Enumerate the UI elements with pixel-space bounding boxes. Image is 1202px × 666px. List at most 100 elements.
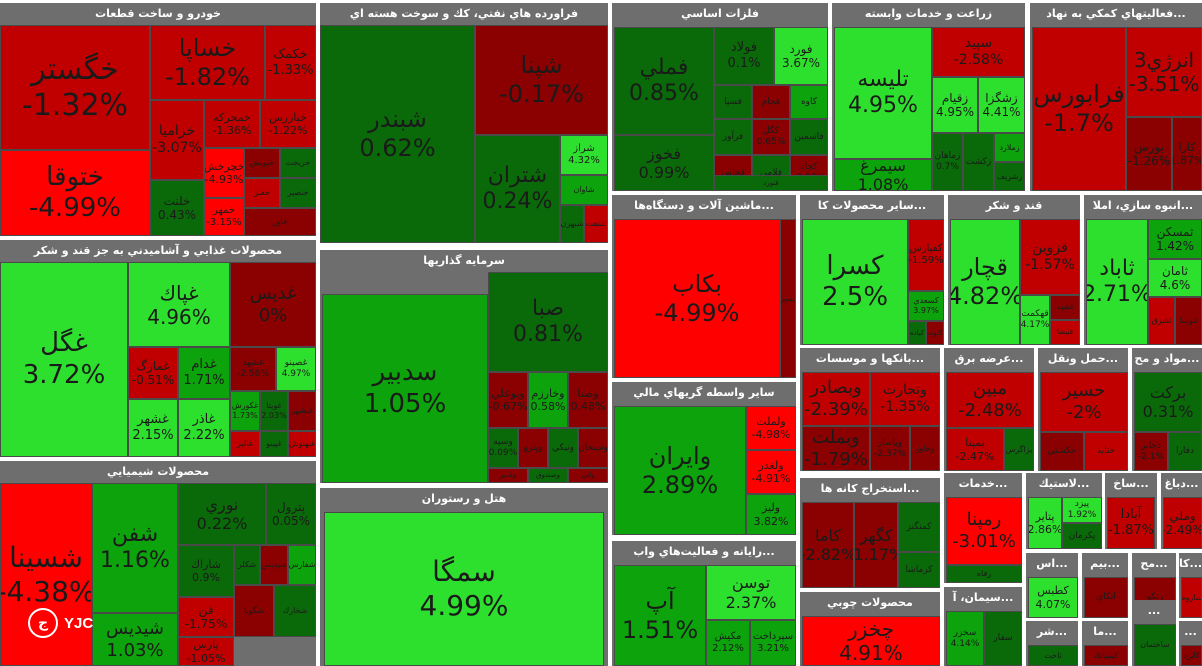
stock-tile-خلنت[interactable]: خلنت 0.43% xyxy=(150,180,204,236)
stock-tile-غاذر[interactable]: غاذر 2.22% xyxy=(178,399,230,457)
sector-block[interactable]: هتل و رستوران سمگا 4.99% xyxy=(320,488,608,666)
stock-tile-قهكمت[interactable]: قهكمت 4.17% xyxy=(1020,295,1050,345)
stock-tile-وسبحان[interactable]: وسبحان xyxy=(578,428,608,468)
stock-tile-فرآور[interactable]: فرآور xyxy=(714,119,752,155)
stock-tile-فخوز[interactable]: فخوز 0.99% xyxy=(614,135,714,191)
stock-tile-قشهد[interactable]: قشهد xyxy=(1050,295,1080,320)
stock-tile-خريخت[interactable]: خريخت xyxy=(280,148,316,178)
sector-block[interactable]: دباغ... وملي -2.49% xyxy=(1161,473,1202,549)
stock-tile-كطبس[interactable]: كطبس 4.07% xyxy=(1028,577,1078,618)
stock-tile-خچرخش[interactable]: خچرخش -4.93% xyxy=(204,148,244,198)
stock-tile-وبصادر[interactable]: وبصادر -2.39% xyxy=(802,372,870,426)
stock-tile-كمنگنز[interactable]: كمنگنز xyxy=(898,502,940,552)
sector-block[interactable]: محصولات شيميايي شسينا -4.38% شفن 1.16% نوري 0.… xyxy=(0,461,316,666)
stock-tile-ثاخت[interactable]: ثاخت xyxy=(1028,645,1078,666)
stock-tile-سپرداخت[interactable]: سپرداخت 3.21% xyxy=(750,620,796,666)
sector-block[interactable]: محصولات غذايي و آشاميدني به جز قند و شكر… xyxy=(0,240,316,457)
stock-tile-فاسمين[interactable]: فاسمين xyxy=(790,119,828,155)
stock-tile-شفن[interactable]: شفن 1.16% xyxy=(92,483,178,613)
stock-tile-ثمسكن[interactable]: ثمسكن 1.42% xyxy=(1148,219,1202,259)
stock-tile-شپنا[interactable]: شپنا -0.17% xyxy=(475,25,608,135)
stock-tile-دفارا[interactable]: دفارا xyxy=(1168,432,1202,471)
stock-tile-سيمرغ[interactable]: سيمرغ 1.08% xyxy=(834,159,932,191)
stock-tile-شگويا[interactable]: شگويا xyxy=(234,585,274,637)
sector-block[interactable]: فلزات اساسي فملي 0.85% فولاد 0.1% فورد 3.67% فخ… xyxy=(612,3,828,191)
stock-tile-غپاك[interactable]: غپاك 4.96% xyxy=(128,262,230,347)
stock-tile-غدام[interactable]: غدام 1.71% xyxy=(178,347,230,399)
stock-tile-ثامان[interactable]: ثامان 4.6% xyxy=(1148,259,1202,297)
stock-tile-ولملت[interactable]: ولملت -4.98% xyxy=(746,406,796,450)
stock-tile-حكشتي[interactable]: حكشتي xyxy=(1040,432,1084,471)
stock-tile-شنفت[interactable]: شنفت xyxy=(584,205,608,243)
stock-tile-غديس[interactable]: غديس 0% xyxy=(230,262,316,347)
sector-block[interactable]: ... ساختمان xyxy=(1132,600,1176,666)
stock-tile-خساپا[interactable]: خساپا -1.82% xyxy=(150,25,265,100)
stock-tile-ختوقا[interactable]: ختوقا -4.99% xyxy=(0,150,150,236)
stock-tile-بركت[interactable]: بركت 0.31% xyxy=(1134,372,1202,432)
stock-tile-غالبر[interactable]: غالبر xyxy=(230,431,260,457)
stock-tile-ثنوسا[interactable]: ثنوسا xyxy=(1175,297,1202,345)
stock-tile-وصندوق[interactable]: وصندوق xyxy=(528,468,568,483)
stock-tile-كاما[interactable]: كاما -2.82% xyxy=(802,502,854,588)
stock-tile-انرژي3[interactable]: انرژي3 -3.51% xyxy=(1126,27,1202,117)
sector-block[interactable]: محصولات چوبي چخزر 4.91% xyxy=(800,592,940,666)
stock-tile-زقيام[interactable]: زقيام 4.95% xyxy=(932,77,978,133)
stock-tile-سخزر[interactable]: سخزر 4.14% xyxy=(946,611,984,666)
stock-tile-فجام[interactable]: فجام xyxy=(752,85,790,119)
stock-tile-كسرا[interactable]: كسرا 2.5% xyxy=(802,219,908,345)
stock-tile-وپاسار[interactable]: وپاسار -2.37% xyxy=(870,426,910,471)
stock-tile-نوري[interactable]: نوري 0.22% xyxy=(178,483,266,545)
stock-tile-غگل[interactable]: غگل 3.72% xyxy=(0,262,128,457)
sector-block[interactable]: سيمان، آ... سخزر 4.14% سفار xyxy=(944,587,1022,666)
stock-tile-فورد[interactable]: فورد 3.67% xyxy=(774,27,828,85)
stock-tile-شسينا[interactable]: شسينا -4.38% xyxy=(0,483,92,666)
stock-tile-پتاير[interactable]: پتاير 2.86% xyxy=(1028,497,1062,549)
stock-tile-ساروم[interactable]: ساروم xyxy=(1181,577,1202,618)
stock-tile-غمارگ[interactable]: غمارگ -0.51% xyxy=(128,347,178,399)
stock-tile-ثشرق[interactable]: ثشرق xyxy=(1148,297,1175,345)
stock-tile-شبهرن[interactable]: شبهرن xyxy=(560,205,584,243)
sector-block[interactable]: ساخ... آبادا -1.87% xyxy=(1105,473,1157,549)
sector-block[interactable]: ... كايزد xyxy=(1179,621,1202,666)
stock-tile-كرماشا[interactable]: كرماشا xyxy=(898,552,940,588)
stock-tile-خاور[interactable]: خاور xyxy=(244,208,316,236)
stock-tile-بورس[interactable]: بورس -1.26% xyxy=(1126,117,1172,191)
stock-tile-وصنا[interactable]: وصنا 0.48% xyxy=(568,372,608,428)
stock-tile-كگهر[interactable]: كگهر-1.17% xyxy=(854,502,898,588)
stock-tile-پيزد[interactable]: پيزد 1.92% xyxy=(1062,497,1102,523)
stock-tile-خگستر[interactable]: خگستر -1.32% xyxy=(0,25,150,150)
stock-tile-ولغدر[interactable]: ولغدر -4.91% xyxy=(746,450,796,494)
stock-tile-وبملت[interactable]: وبملت -1.79% xyxy=(802,426,870,471)
stock-tile-وملي[interactable]: وملي -2.49% xyxy=(1163,497,1202,549)
sector-block[interactable]: ساير واسطه گريهاي مالي وايران 2.89% ولملت -4… xyxy=(612,382,796,535)
stock-tile-سدبير[interactable]: سدبير 1.05% xyxy=(322,294,488,483)
stock-tile-شخارك[interactable]: شخارك xyxy=(274,585,316,637)
stock-tile-فسپا[interactable]: فسپا xyxy=(714,85,752,119)
sector-block[interactable]: زراعت و خدمات وابسته تليسه 4.95% سپيد -2.58%… xyxy=(832,3,1025,191)
stock-tile-بزاگرس[interactable]: بزاگرس xyxy=(1004,428,1034,471)
stock-tile-صبا[interactable]: صبا 0.81% xyxy=(488,272,608,372)
stock-tile-وبوعلي[interactable]: وبوعلي -0.67% xyxy=(488,372,528,428)
sector-block[interactable]: ماشين آلات و دستگاه‌ها...بكاب-4.99%تپمپي xyxy=(612,195,796,378)
stock-tile-بكاب[interactable]: بكاب -4.99% xyxy=(614,219,780,378)
stock-tile-زكشت[interactable]: زكشت xyxy=(963,133,994,191)
stock-tile-غبشهر[interactable]: غبشهر xyxy=(288,391,316,431)
stock-tile-فن[interactable]: فن -1.75% xyxy=(178,597,234,637)
stock-tile-سمگا[interactable]: سمگا 4.99% xyxy=(324,512,604,666)
stock-tile-وليز[interactable]: وليز 3.82% xyxy=(746,494,796,535)
stock-tile-سپيد[interactable]: سپيد -2.58% xyxy=(932,27,1025,77)
sector-block[interactable]: فعاليتهاي كمكي به نهاد... فرابورس -1.7% انر… xyxy=(1030,3,1202,191)
sector-block[interactable]: خودرو و ساخت قطعات خگستر -1.32% خساپا -1.82%… xyxy=(0,3,316,236)
sector-block[interactable]: لاستيك... پتاير 2.86% پيزد 1.92% پكرمان xyxy=(1026,473,1102,549)
stock-tile-خزاميا[interactable]: خزاميا -3.07% xyxy=(150,100,204,180)
sector-block[interactable]: رايانه و فعاليت‌هاي واب... آپ 1.51% توسن 2.3… xyxy=(612,541,796,666)
stock-tile-شپديس[interactable]: شپديس xyxy=(260,545,288,585)
stock-tile-زماهان[interactable]: زماهان 0.7% xyxy=(932,133,963,191)
stock-tile-وايران[interactable]: وايران 2.89% xyxy=(614,406,746,535)
stock-tile-زشريف[interactable]: زشريف xyxy=(994,162,1025,191)
stock-tile-خفنر[interactable]: خفنر xyxy=(244,178,280,208)
stock-tile-خمحركه[interactable]: خمحركه -1.36% xyxy=(204,100,260,148)
stock-tile-وخاور[interactable]: وخاور xyxy=(910,426,940,471)
stock-tile-فرابورس[interactable]: فرابورس -1.7% xyxy=(1032,27,1126,191)
stock-tile-پارس[interactable]: پارس -1.05% xyxy=(178,637,234,666)
